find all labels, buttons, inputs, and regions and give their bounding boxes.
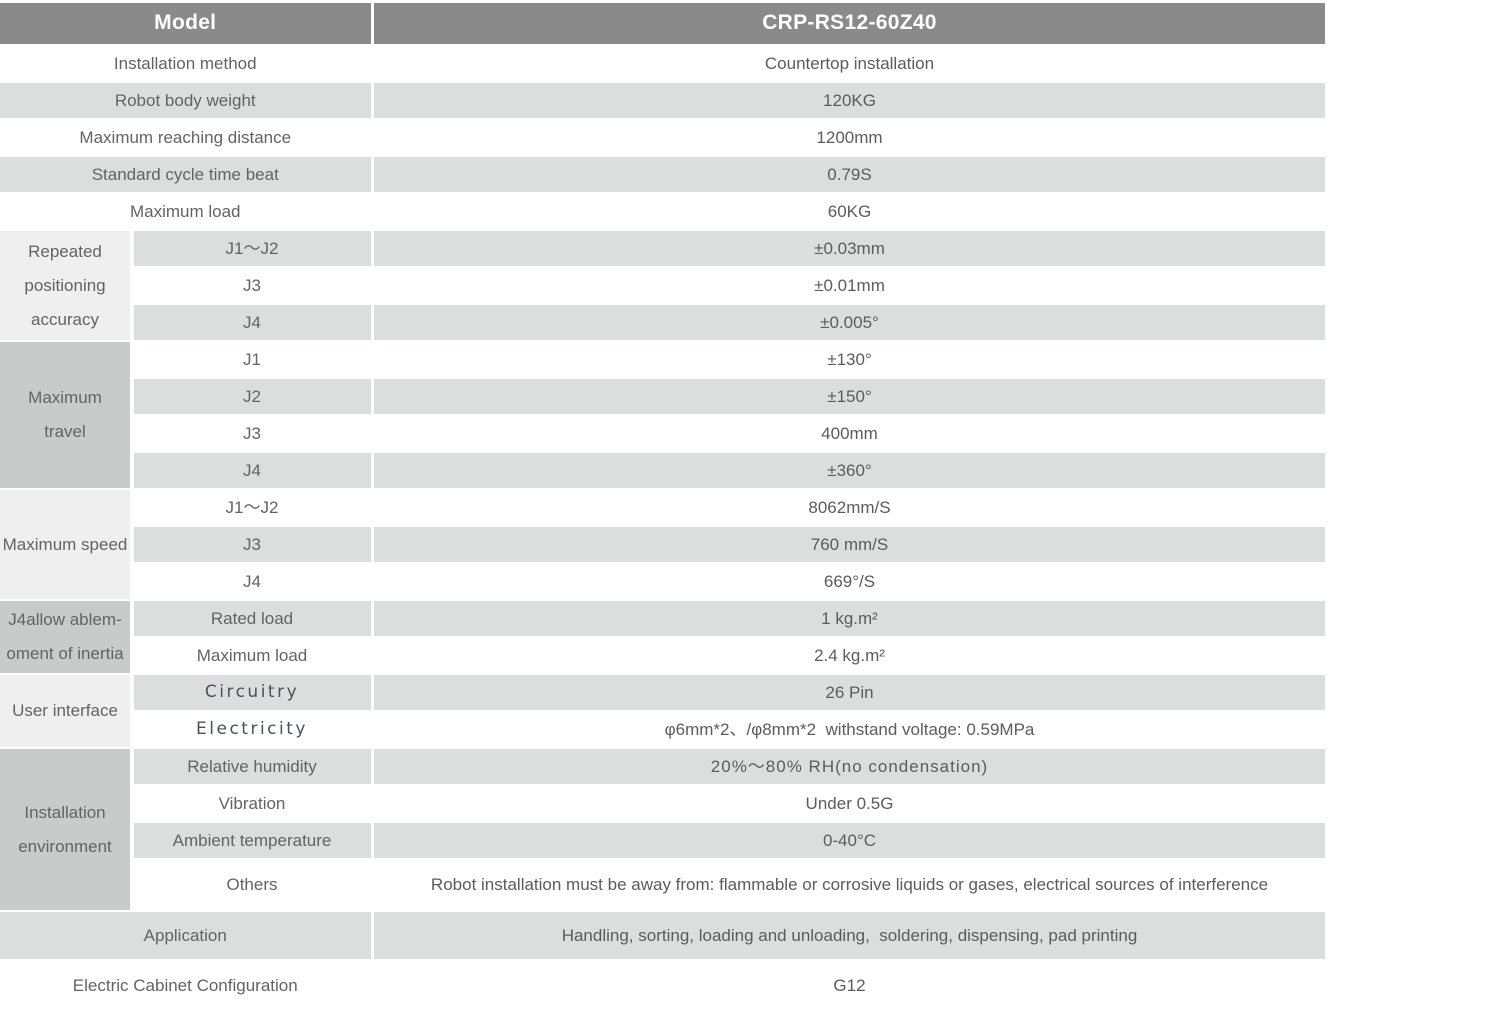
sub-label-travel-j4: J4	[133, 453, 371, 488]
value-ambient-temperature: 0-40°C	[374, 823, 1325, 858]
value-travel-j2: ±150°	[374, 379, 1325, 414]
value-speed-j3: 760 mm/S	[374, 527, 1325, 562]
value-travel-j3: 400mm	[821, 423, 878, 443]
sub-label-accuracy-j4: J4	[133, 305, 371, 340]
value-maximum-load: 60KG	[827, 201, 872, 221]
group-maximum-speed: Maximum speed	[0, 490, 130, 599]
value-electric-cabinet-configuration: G12	[833, 976, 866, 996]
sub-label-accuracy-j1-j2: J1～J2	[133, 231, 371, 266]
group-label-line: environment	[18, 836, 112, 856]
value-application: Handling, sorting, loading and unloading…	[374, 912, 1325, 959]
group-label-line: travel	[44, 422, 86, 441]
group-label-line: Maximum	[28, 388, 102, 407]
sub-label-speed-j1-j2: J1～J2	[225, 497, 279, 517]
value-circuitry: 26 Pin	[374, 675, 1325, 710]
label-maximum-load: Maximum load	[129, 201, 241, 221]
sub-label-circuitry: Circuitry	[133, 675, 371, 710]
value-accuracy-j3: ±0.01mm	[814, 275, 885, 295]
group-label-line: accuracy	[30, 309, 100, 329]
group-label-line: Repeated	[28, 241, 102, 261]
sub-label-speed-j4: J4	[243, 571, 261, 591]
group-maximum-travel: Maximum travel	[0, 342, 130, 488]
label-robot-body-weight: Robot body weight	[0, 83, 371, 118]
sub-label-vibration: Vibration	[218, 793, 286, 813]
sub-label-accuracy-j3: J3	[243, 275, 261, 295]
sub-label-ambient-temperature: Ambient temperature	[133, 823, 371, 858]
sub-label-relative-humidity: Relative humidity	[133, 749, 371, 784]
group-label-line: Installation	[24, 802, 106, 822]
value-robot-body-weight: 120KG	[374, 83, 1325, 118]
robot-spec-table: Model CRP-RS12-60Z40 Installation method…	[0, 3, 1325, 1011]
group-user-interface: User interface	[0, 675, 130, 747]
value-inertia-maximum-load: 2.4 kg.m²	[814, 645, 885, 665]
value-travel-j1: ±130°	[827, 349, 872, 369]
sub-label-electricity: Electricity	[196, 718, 308, 739]
sub-label-travel-j3: J3	[243, 423, 261, 443]
sub-label-travel-j2: J2	[133, 379, 371, 414]
label-application: Application	[0, 912, 371, 959]
group-label-line: oment of inertia	[6, 644, 124, 663]
value-accuracy-j1-j2: ±0.03mm	[374, 231, 1325, 266]
sub-label-inertia-maximum-load: Maximum load	[196, 645, 308, 665]
value-others: Robot installation must be away from: fl…	[430, 875, 1269, 895]
label-electric-cabinet-configuration: Electric Cabinet Configuration	[72, 976, 298, 996]
group-label-line: User interface	[12, 701, 118, 720]
label-installation-method: Installation method	[113, 53, 257, 73]
sub-label-rated-load: Rated load	[133, 601, 371, 636]
label-maximum-reaching-distance: Maximum reaching distance	[79, 127, 292, 147]
value-accuracy-j4: ±0.005°	[374, 305, 1325, 340]
group-label-line: positioning	[24, 275, 106, 295]
value-rated-load: 1 kg.m²	[374, 601, 1325, 636]
model-header-cell: Model	[0, 3, 371, 44]
model-value-cell: CRP-RS12-60Z40	[374, 3, 1325, 44]
value-relative-humidity: 20%～80% RH(no condensation)	[374, 749, 1325, 784]
value-travel-j4: ±360°	[374, 453, 1325, 488]
value-vibration: Under 0.5G	[805, 793, 894, 813]
group-installation-environment: Installation environment	[0, 749, 130, 910]
value-speed-j4: 669°/S	[823, 571, 876, 591]
value-maximum-reaching-distance: 1200mm	[816, 127, 883, 147]
label-standard-cycle-time-beat: Standard cycle time beat	[0, 157, 371, 192]
value-speed-j1-j2: 8062mm/S	[808, 497, 891, 517]
value-electricity: φ6mm*2、/φ8mm*2 withstand voltage: 0.59MP…	[664, 719, 1035, 739]
group-repeated-positioning-accuracy: Repeated positioning accuracy	[0, 231, 130, 340]
group-label-line: Maximum speed	[2, 534, 128, 554]
sub-label-speed-j3: J3	[133, 527, 371, 562]
group-label-line: J4allow ablem-	[8, 610, 122, 629]
sub-label-others: Others	[226, 875, 278, 895]
value-standard-cycle-time-beat: 0.79S	[374, 157, 1325, 192]
group-j4-allowable-moment-of-inertia: J4allow ablem- oment of inertia	[0, 601, 130, 673]
value-installation-method: Countertop installation	[764, 53, 935, 73]
sub-label-travel-j1: J1	[243, 349, 261, 369]
